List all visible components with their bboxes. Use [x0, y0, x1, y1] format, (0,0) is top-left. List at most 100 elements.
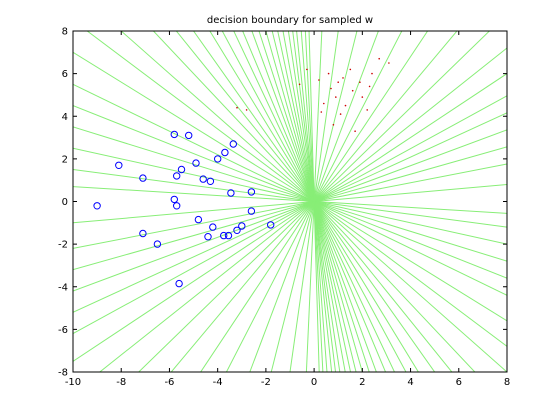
- circle-point: [170, 195, 179, 204]
- circle-point: [227, 189, 235, 197]
- x-tick-label: -2: [261, 377, 271, 388]
- circle-point: [214, 155, 222, 163]
- circle-point: [209, 223, 217, 231]
- boundary-line-38: [200, 31, 429, 372]
- boundary-line-41: [270, 31, 358, 372]
- dot-point: [388, 62, 390, 64]
- boundary-line-7: [277, 31, 352, 372]
- circle-point: [204, 233, 212, 241]
- boundary-line-11: [251, 31, 377, 372]
- circle-point: [93, 202, 101, 210]
- dot-point: [236, 106, 238, 109]
- circle-point: [247, 188, 256, 196]
- dot-point: [330, 87, 332, 90]
- y-tick-label: -6: [58, 325, 68, 336]
- boundary-line-31: [73, 129, 507, 292]
- boundary-line-5: [287, 31, 341, 372]
- dot-point: [354, 130, 356, 132]
- boundary-line-9: [265, 31, 363, 372]
- circle-point: [170, 130, 179, 139]
- x-tick-label: 6: [456, 377, 462, 388]
- x-tick-label: -6: [164, 377, 174, 388]
- y-tick-label: 4: [62, 112, 68, 123]
- circle-point: [267, 221, 275, 229]
- boundary-line-26: [73, 169, 507, 228]
- boundary-line-6: [282, 31, 346, 372]
- circle-point: [185, 131, 193, 140]
- plot-area: [73, 31, 507, 372]
- boundary-line-34: [73, 73, 507, 362]
- boundary-line-40: [249, 31, 379, 372]
- circle-point: [206, 177, 215, 186]
- boundary-line-25: [73, 147, 507, 245]
- circle-point: [175, 279, 183, 288]
- y-tick-label: 0: [62, 197, 68, 208]
- circle-point: [153, 240, 162, 248]
- circle-point: [177, 165, 186, 174]
- boundary-line-37: [170, 31, 458, 372]
- boundary-line-30: [73, 146, 507, 271]
- circle-point: [194, 215, 203, 224]
- boundary-line-17: [175, 31, 453, 372]
- boundary-line-20: [86, 31, 507, 347]
- y-tick-label: -4: [58, 282, 68, 293]
- x-tick-label: 8: [504, 377, 510, 388]
- dot-point: [344, 104, 347, 107]
- boundary-line-8: [271, 31, 357, 372]
- x-tick-label: -10: [65, 377, 81, 388]
- dot-point: [349, 68, 352, 71]
- dot-point: [335, 96, 337, 98]
- dot-point: [245, 109, 248, 111]
- dot-point: [323, 102, 325, 105]
- dot-point: [318, 79, 320, 81]
- boundary-line-23: [73, 105, 507, 279]
- dot-point: [361, 96, 364, 98]
- x-tick-label: -8: [116, 377, 126, 388]
- boundary-line-27: [73, 186, 507, 214]
- boundary-line-24: [73, 126, 507, 262]
- boundary-line-15: [209, 31, 419, 372]
- dot-point: [342, 77, 344, 79]
- points-layer: [93, 57, 390, 288]
- circle-point: [199, 175, 207, 183]
- dot-point: [332, 124, 335, 126]
- y-tick-label: -2: [58, 240, 68, 251]
- circle-point: [192, 159, 200, 167]
- circle-point: [238, 222, 246, 230]
- boundary-line-14: [221, 31, 407, 372]
- boundary-line-36: [137, 31, 491, 372]
- boundary-line-22: [73, 83, 507, 296]
- dot-point: [351, 89, 354, 92]
- x-tick-label: 2: [359, 377, 365, 388]
- circle-point: [139, 229, 147, 238]
- x-tick-label: 4: [407, 377, 413, 388]
- boundary-line-28: [73, 184, 507, 224]
- boundary-line-18: [152, 31, 476, 372]
- circle-point: [139, 174, 147, 182]
- boundary-line-13: [233, 31, 396, 372]
- boundary-line-19: [120, 31, 507, 372]
- circle-point: [173, 172, 181, 180]
- circle-point: [229, 140, 238, 148]
- boundary-line-39: [225, 31, 403, 372]
- boundary-line-35: [98, 47, 507, 372]
- y-tick-label: 8: [62, 27, 68, 38]
- dot-point: [339, 113, 342, 115]
- boundary-line-12: [242, 31, 387, 372]
- circle-point: [224, 231, 233, 240]
- circle-point: [173, 202, 181, 210]
- x-tick-label: -4: [213, 377, 223, 388]
- boundary-line-10: [258, 31, 370, 372]
- boundary-line-29: [73, 163, 507, 249]
- circle-point: [247, 207, 256, 215]
- dot-point: [320, 111, 323, 113]
- circle-point: [221, 148, 229, 157]
- dot-point: [327, 72, 330, 75]
- y-tick-label: 6: [62, 69, 68, 80]
- circle-point: [115, 161, 123, 170]
- y-tick-label: 2: [62, 154, 68, 165]
- boundary-line-33: [73, 95, 507, 335]
